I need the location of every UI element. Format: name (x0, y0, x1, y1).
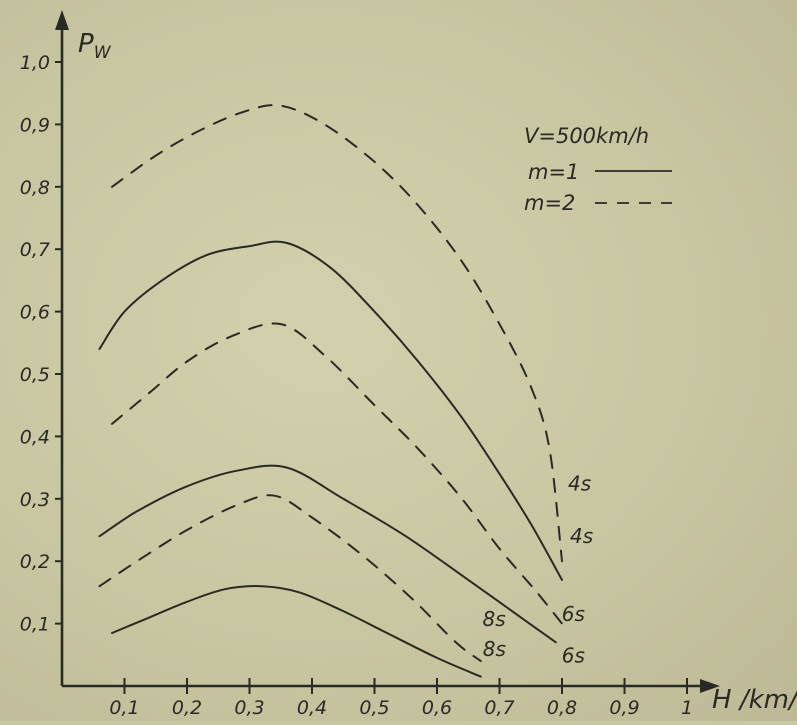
x-tick-label: 0,5 (359, 697, 389, 719)
curve-label-dashed-4s: 4s (568, 471, 591, 495)
tick-group: 0,1 0,2 0,3 0,4 0,5 0,6 0,7 0,8 0,9 1,0 0,1 0,2 0,3 0… (20, 52, 693, 719)
y-tick-label: 1,0 (20, 52, 50, 74)
series-line-dashed-6s (111, 322, 563, 625)
y-tick-label: 0,5 (20, 364, 50, 386)
y-axis-title: PW (78, 29, 112, 63)
x-tick-label: 0,4 (297, 697, 327, 719)
series-line-solid-8s (111, 585, 482, 678)
x-tick-label: 0,3 (234, 697, 264, 719)
y-axis-title-subscript: W (94, 43, 112, 63)
x-axis-title: H /km/ (712, 685, 797, 715)
x-axis-arrow (700, 679, 720, 693)
y-tick-label: 0,8 (20, 177, 50, 199)
legend-label-m1: m=1 (528, 160, 579, 184)
x-tick-label: 0,9 (609, 697, 639, 719)
y-tick-label: 0,4 (20, 426, 50, 448)
curve-label-group: 4s 4s 6s 6s 8s 8s (483, 471, 594, 667)
series-line-solid-4s (98, 240, 563, 581)
curve-label-solid-8s: 8s (483, 637, 506, 661)
curve-label-dashed-6s: 6s (562, 602, 585, 626)
y-tick-label: 0,7 (20, 239, 50, 261)
y-tick-label: 0,2 (20, 551, 50, 573)
series-group (98, 104, 563, 678)
legend-label-m2: m=2 (524, 191, 575, 215)
x-tick-label: 0,2 (172, 697, 202, 719)
y-tick-label: 0,6 (20, 302, 50, 324)
x-tick-label: 0,8 (547, 697, 577, 719)
curve-label-solid-4s: 4s (570, 524, 593, 548)
y-axis-arrow (55, 10, 69, 30)
y-tick-label: 0,3 (20, 489, 50, 511)
series-line-solid-6s (98, 464, 557, 644)
x-tick-label: 0,1 (109, 697, 139, 719)
legend-title: V=500km/h (524, 124, 649, 148)
series-line-dashed-8s (98, 494, 482, 662)
legend: V=500km/h m=1 m=2 (524, 124, 672, 215)
x-tick-label: 1 (681, 697, 693, 719)
x-tick-label: 0,7 (484, 697, 514, 719)
curve-label-solid-6s: 6s (562, 643, 585, 667)
series-line-dashed-4s (111, 104, 563, 563)
x-tick-label: 0,6 (422, 697, 452, 719)
y-tick-label: 0,1 (20, 614, 50, 636)
y-tick-label: 0,9 (20, 114, 50, 136)
curve-label-dashed-8s: 8s (483, 607, 506, 631)
